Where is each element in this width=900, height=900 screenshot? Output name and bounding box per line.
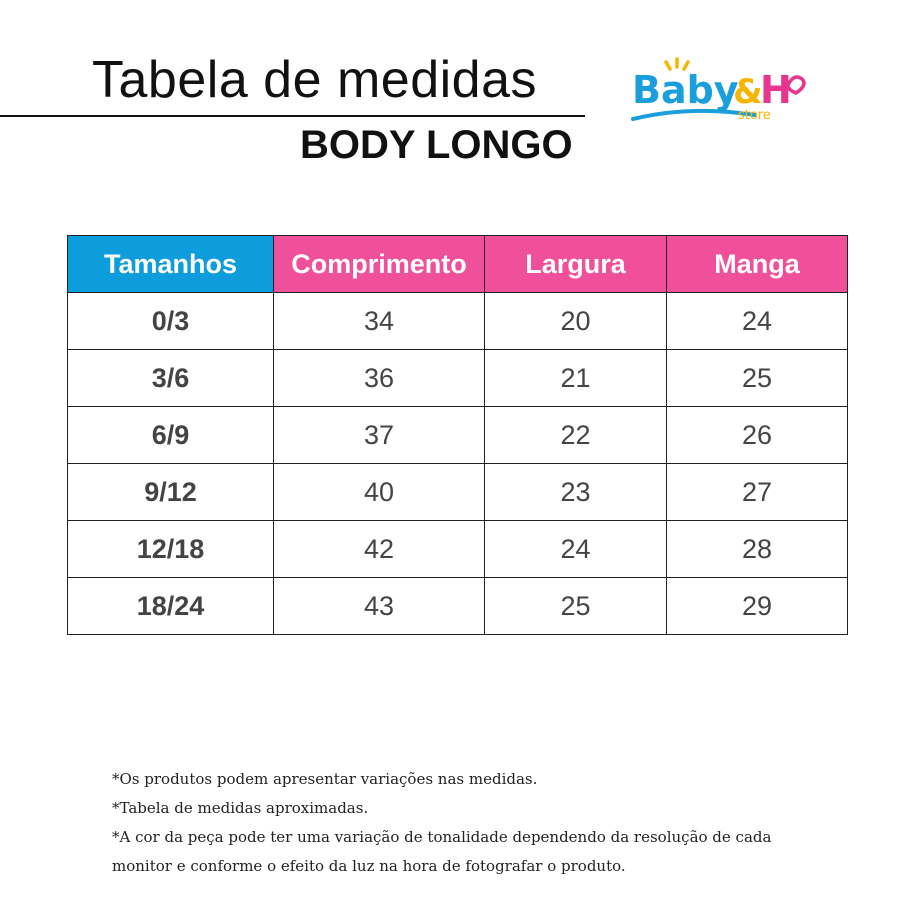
page-title: Tabela de medidas [92,51,538,109]
cell-width: 21 [484,349,667,407]
cell-length: 37 [273,406,485,464]
cell-sleeve: 27 [666,463,848,521]
table-row: 9/12 40 23 27 [67,463,848,521]
table-row: 0/3 34 20 24 [67,292,848,350]
title-divider [0,115,585,117]
cell-width: 24 [484,520,667,578]
cell-size: 12/18 [67,520,274,578]
cell-length: 36 [273,349,485,407]
cell-sleeve: 24 [666,292,848,350]
heart-icon [785,75,806,95]
cell-sleeve: 25 [666,349,848,407]
table-row: 3/6 36 21 25 [67,349,848,407]
svg-text:Baby: Baby [632,68,739,112]
cell-width: 22 [484,406,667,464]
size-table: Tamanhos Comprimento Largura Manga 0/3 34… [67,235,848,635]
footnote: *A cor da peça pode ter uma variação de … [112,828,772,846]
cell-length: 40 [273,463,485,521]
cell-sleeve: 28 [666,520,848,578]
sun-rays-icon [664,57,690,71]
svg-text:&: & [733,72,763,112]
cell-length: 42 [273,520,485,578]
footnote: *Tabela de medidas aproximadas. [112,799,369,817]
footnote: monitor e conforme o efeito da luz na ho… [112,857,626,875]
cell-size: 3/6 [67,349,274,407]
cell-length: 34 [273,292,485,350]
table-row: 18/24 43 25 29 [67,577,848,635]
cell-size: 0/3 [67,292,274,350]
cell-width: 25 [484,577,667,635]
column-header-sizes: Tamanhos [67,235,274,293]
svg-text:H: H [760,68,792,112]
product-subtitle: BODY LONGO [300,123,573,167]
table-row: 6/9 37 22 26 [67,406,848,464]
table-header-row: Tamanhos Comprimento Largura Manga [67,235,848,293]
column-header-length: Comprimento [273,235,485,293]
table-row: 12/18 42 24 28 [67,520,848,578]
swoosh-decoration [631,108,757,121]
cell-width: 20 [484,292,667,350]
cell-size: 6/9 [67,406,274,464]
cell-width: 23 [484,463,667,521]
footnote: *Os produtos podem apresentar variações … [112,770,538,788]
column-header-width: Largura [484,235,667,293]
cell-sleeve: 26 [666,406,848,464]
cell-size: 18/24 [67,577,274,635]
cell-sleeve: 29 [666,577,848,635]
cell-length: 43 [273,577,485,635]
column-header-sleeve: Manga [666,235,848,293]
footnotes: *Os produtos podem apresentar variações … [112,765,771,881]
svg-text:store: store [738,108,771,123]
cell-size: 9/12 [67,463,274,521]
brand-logo: Baby & H store [631,57,806,123]
